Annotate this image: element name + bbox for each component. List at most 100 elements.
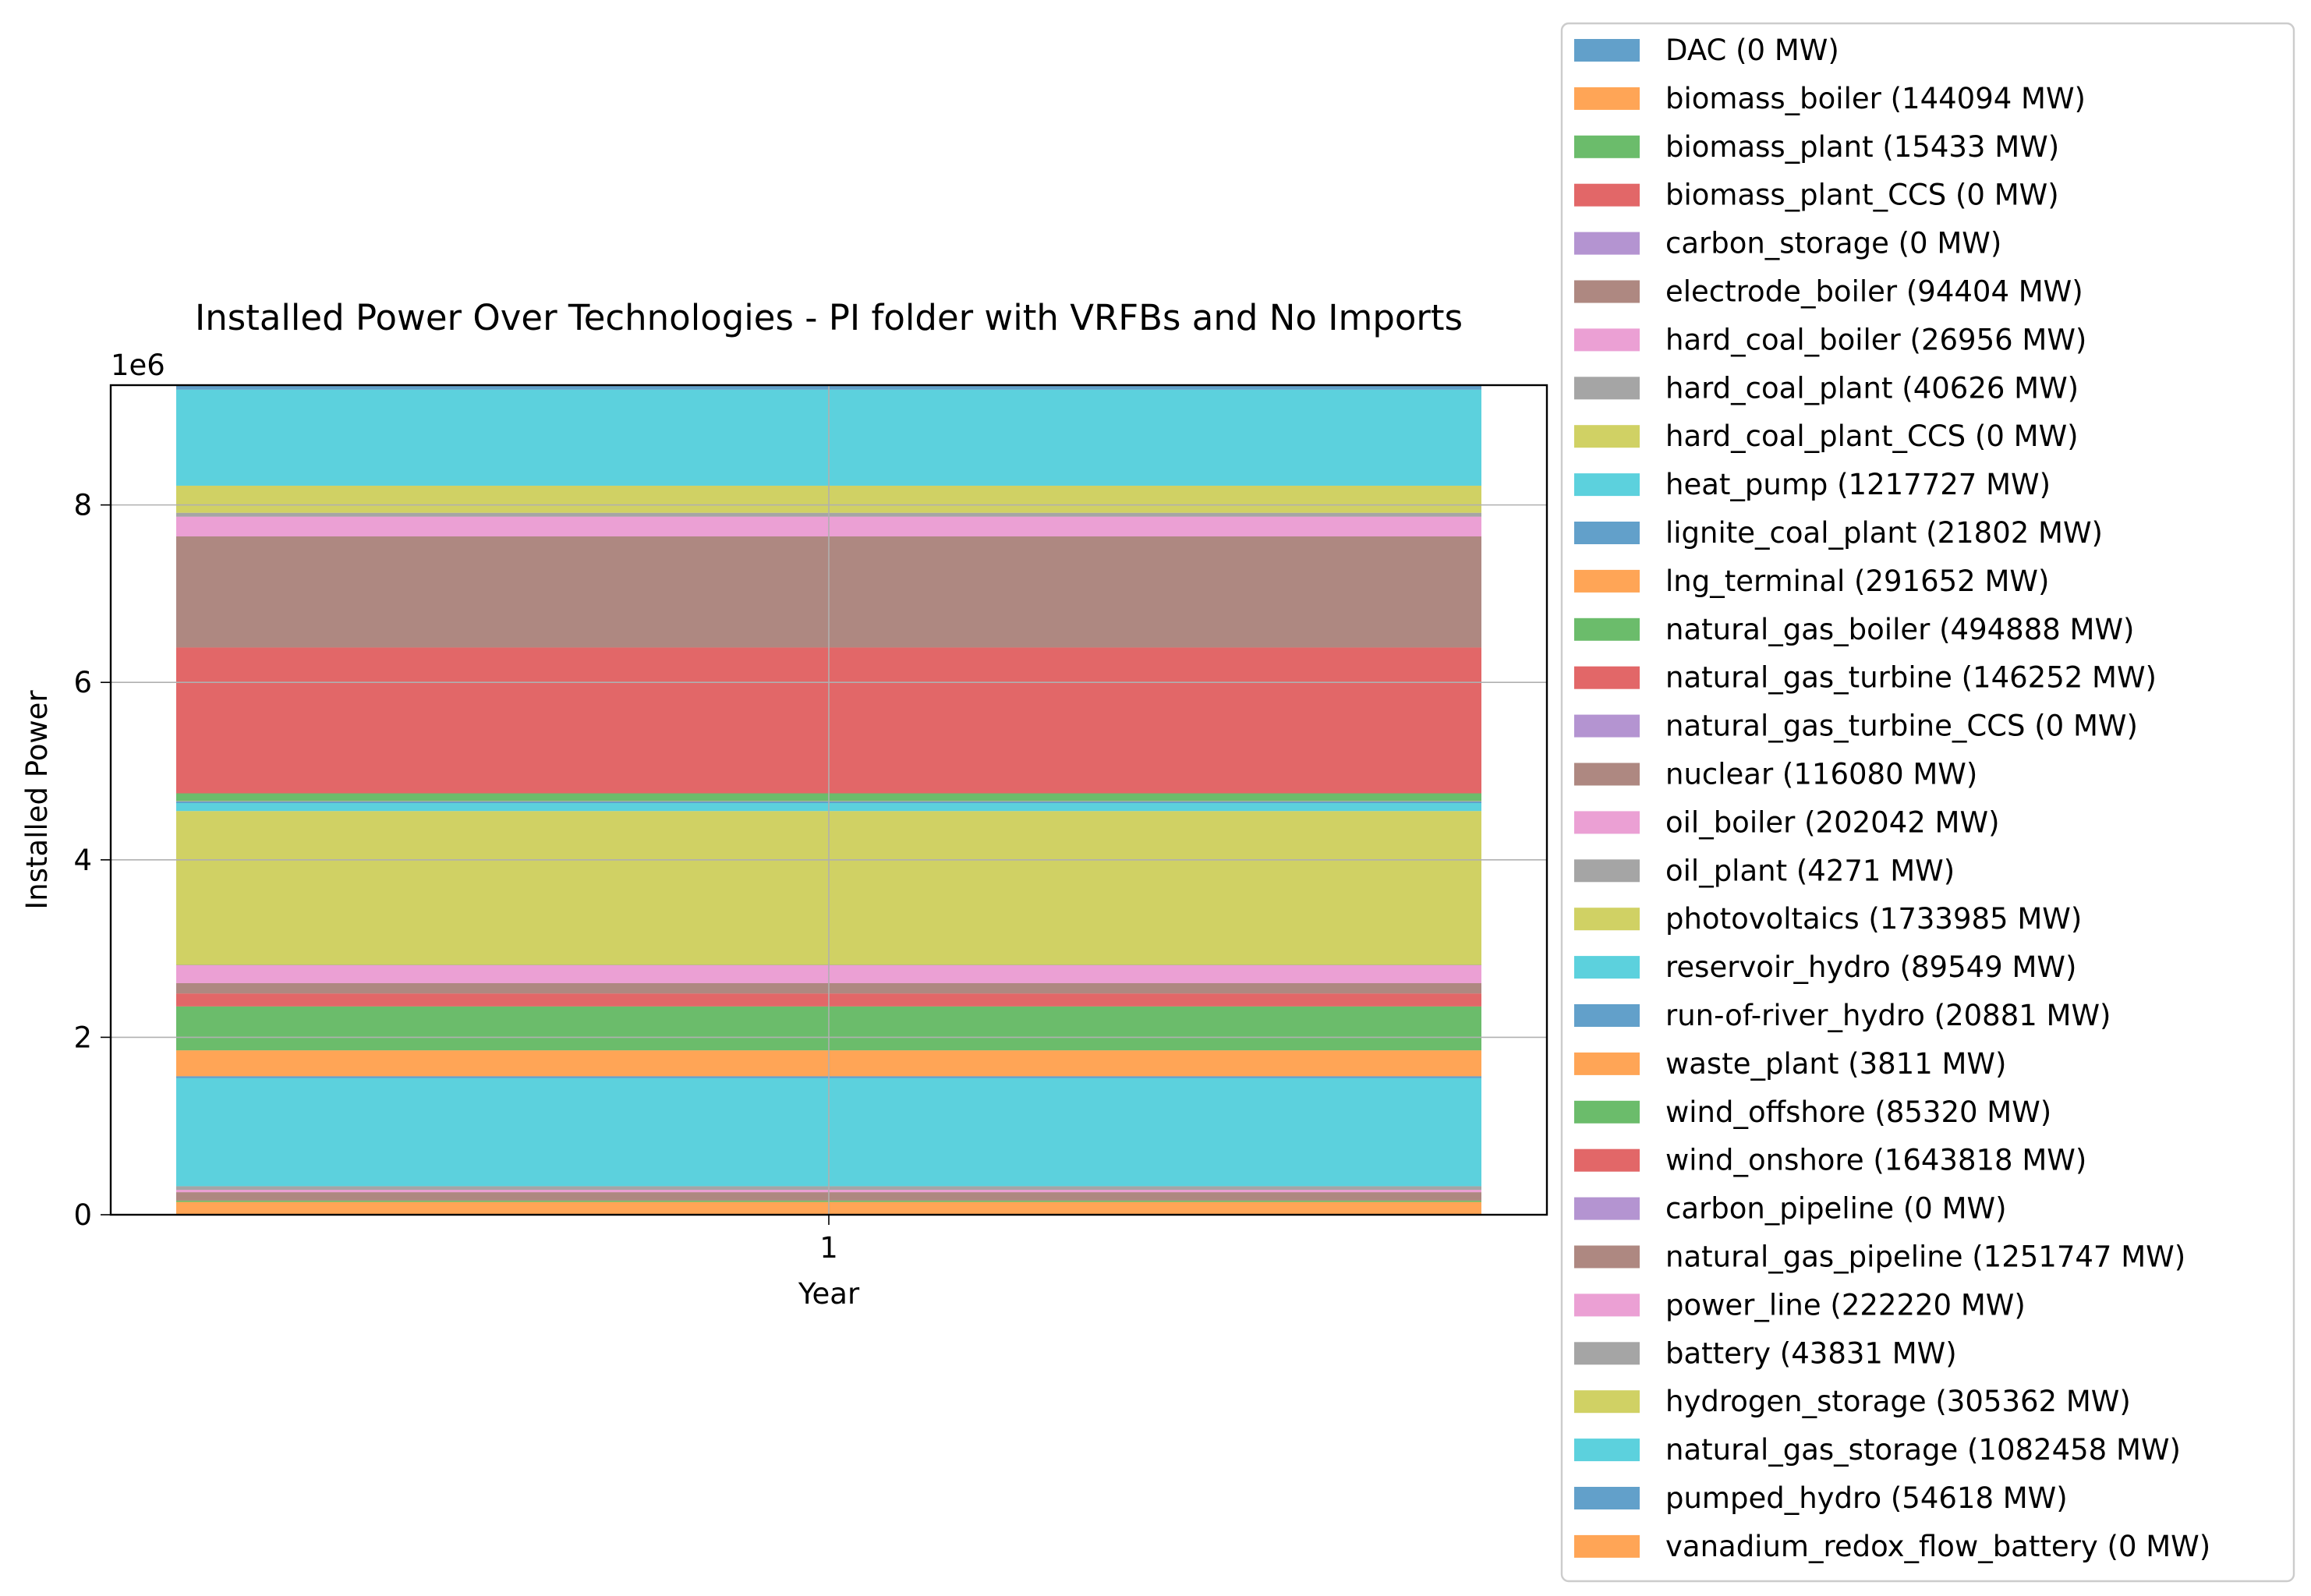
legend-item: run-of-river_hydro (20881 MW): [1574, 999, 2111, 1032]
legend-label: natural_gas_boiler (494888 MW): [1665, 613, 2135, 646]
legend-swatch: [1574, 1293, 1640, 1317]
legend: DAC (0 MW) biomass_boiler (144094 MW) biom…: [1560, 22, 2295, 1583]
legend-label: vanadium_redox_flow_battery (0 MW): [1665, 1530, 2210, 1563]
legend-label: oil_plant (4271 MW): [1665, 854, 1955, 887]
legend-item: biomass_plant (15433 MW): [1574, 130, 2059, 164]
legend-item: oil_plant (4271 MW): [1574, 854, 1955, 887]
legend-label: natural_gas_pipeline (1251747 MW): [1665, 1240, 2185, 1274]
legend-item: wind_onshore (1643818 MW): [1574, 1144, 2086, 1177]
legend-label: reservoir_hydro (89549 MW): [1665, 950, 2076, 984]
legend-swatch: [1574, 859, 1640, 883]
legend-label: battery (43831 MW): [1665, 1336, 1957, 1370]
legend-item: carbon_pipeline (0 MW): [1574, 1192, 2007, 1226]
y-tick-label: 8: [73, 489, 92, 522]
y-axis: 0 2 4 6 8: [73, 489, 111, 1232]
legend-item: hard_coal_plant (40626 MW): [1574, 371, 2079, 405]
legend-label: carbon_pipeline (0 MW): [1665, 1192, 2007, 1226]
legend-label: lng_terminal (291652 MW): [1665, 564, 2049, 598]
chart-title: Installed Power Over Technologies - PI f…: [195, 297, 1463, 338]
legend-swatch: [1574, 328, 1640, 352]
legend-item: reservoir_hydro (89549 MW): [1574, 950, 2076, 984]
legend-swatch: [1574, 522, 1640, 544]
legend-label: natural_gas_storage (1082458 MW): [1665, 1433, 2181, 1467]
legend-label: natural_gas_turbine_CCS (0 MW): [1665, 710, 2138, 743]
legend-item: lignite_coal_plant (21802 MW): [1574, 516, 2103, 550]
legend-item: biomass_plant_CCS (0 MW): [1574, 179, 2059, 212]
legend-item: natural_gas_boiler (494888 MW): [1574, 613, 2135, 646]
legend-swatch: [1574, 1439, 1640, 1462]
legend-swatch: [1574, 1148, 1640, 1172]
legend-label: wind_onshore (1643818 MW): [1665, 1144, 2086, 1177]
legend-swatch: [1574, 1100, 1640, 1124]
legend-frame: [1560, 22, 2295, 1583]
legend-label: hydrogen_storage (305362 MW): [1665, 1385, 2131, 1418]
legend-item: biomass_boiler (144094 MW): [1574, 82, 2086, 115]
legend-item: photovoltaics (1733985 MW): [1574, 902, 2082, 936]
legend-label: natural_gas_turbine (146252 MW): [1665, 661, 2157, 695]
legend-item: hydrogen_storage (305362 MW): [1574, 1385, 2131, 1418]
legend-label: lignite_coal_plant (21802 MW): [1665, 516, 2103, 550]
legend-item: pumped_hydro (54618 MW): [1574, 1481, 2068, 1515]
legend-swatch: [1574, 135, 1640, 158]
legend-item: wind_offshore (85320 MW): [1574, 1095, 2051, 1129]
legend-items: DAC (0 MW) biomass_boiler (144094 MW) biom…: [1574, 34, 2210, 1563]
legend-item: carbon_storage (0 MW): [1574, 227, 2001, 260]
y-tick-label: 6: [73, 666, 92, 699]
legend-label: nuclear (116080 MW): [1665, 758, 1977, 791]
legend-swatch: [1574, 39, 1640, 62]
legend-label: hard_coal_plant (40626 MW): [1665, 371, 2079, 405]
legend-swatch: [1574, 87, 1640, 110]
legend-item: natural_gas_pipeline (1251747 MW): [1574, 1240, 2185, 1274]
legend-label: power_line (222220 MW): [1665, 1288, 2026, 1322]
legend-swatch: [1574, 763, 1640, 786]
legend-label: photovoltaics (1733985 MW): [1665, 902, 2082, 936]
legend-label: biomass_plant (15433 MW): [1665, 130, 2059, 164]
legend-label: pumped_hydro (54618 MW): [1665, 1481, 2068, 1515]
y-tick-label: 2: [73, 1021, 92, 1054]
legend-swatch: [1574, 1534, 1640, 1558]
legend-label: oil_boiler (202042 MW): [1665, 805, 2000, 839]
legend-swatch: [1574, 425, 1640, 448]
legend-item: DAC (0 MW): [1574, 34, 1839, 67]
legend-item: nuclear (116080 MW): [1574, 758, 1977, 791]
legend-label: hard_coal_boiler (26956 MW): [1665, 323, 2086, 356]
y-axis-label: Installed Power: [20, 690, 54, 910]
legend-swatch: [1574, 569, 1640, 593]
x-tick-label: 1: [819, 1231, 838, 1265]
legend-item: natural_gas_turbine (146252 MW): [1574, 661, 2157, 695]
legend-label: run-of-river_hydro (20881 MW): [1665, 999, 2111, 1032]
legend-label: hard_coal_plant_CCS (0 MW): [1665, 419, 2079, 453]
legend-swatch: [1574, 666, 1640, 689]
y-tick-label: 0: [73, 1198, 92, 1232]
legend-label: biomass_plant_CCS (0 MW): [1665, 179, 2059, 212]
legend-swatch: [1574, 714, 1640, 738]
legend-swatch: [1574, 1487, 1640, 1509]
legend-label: electrode_boiler (94404 MW): [1665, 275, 2083, 309]
legend-swatch: [1574, 1245, 1640, 1269]
legend-item: electrode_boiler (94404 MW): [1574, 275, 2083, 309]
legend-item: natural_gas_turbine_CCS (0 MW): [1574, 710, 2138, 743]
x-axis-label: Year: [798, 1277, 860, 1311]
y-tick-label: 4: [73, 844, 92, 877]
legend-item: vanadium_redox_flow_battery (0 MW): [1574, 1530, 2210, 1563]
legend-swatch: [1574, 377, 1640, 400]
legend-swatch: [1574, 618, 1640, 641]
legend-item: hard_coal_boiler (26956 MW): [1574, 323, 2086, 356]
legend-swatch: [1574, 956, 1640, 979]
legend-label: carbon_storage (0 MW): [1665, 227, 2001, 260]
legend-swatch: [1574, 811, 1640, 834]
legend-swatch: [1574, 280, 1640, 303]
legend-swatch: [1574, 473, 1640, 497]
legend-item: power_line (222220 MW): [1574, 1288, 2026, 1322]
legend-label: biomass_boiler (144094 MW): [1665, 82, 2086, 115]
legend-label: wind_offshore (85320 MW): [1665, 1095, 2051, 1129]
legend-swatch: [1574, 1052, 1640, 1075]
legend-swatch: [1574, 183, 1640, 207]
x-axis: 1: [819, 1215, 838, 1265]
legend-item: natural_gas_storage (1082458 MW): [1574, 1433, 2181, 1467]
legend-item: battery (43831 MW): [1574, 1336, 1957, 1370]
plot-area: 0 2 4 6 8 1: [73, 384, 1548, 1265]
y-offset-text: 1e6: [111, 349, 165, 382]
legend-label: waste_plant (3811 MW): [1665, 1047, 2006, 1081]
